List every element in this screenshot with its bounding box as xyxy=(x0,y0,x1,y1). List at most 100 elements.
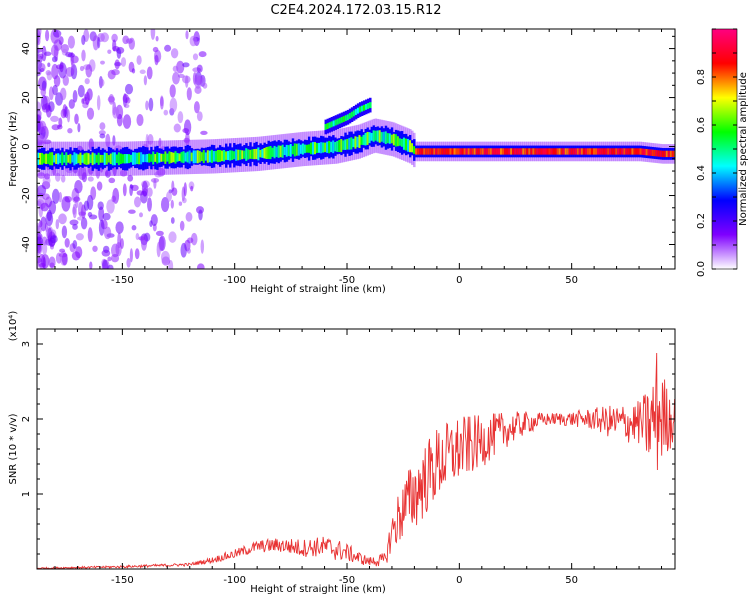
band-core xyxy=(291,145,295,155)
noise-speck xyxy=(128,209,136,214)
band-core xyxy=(220,150,224,162)
top-ytick-label: 40 xyxy=(21,42,32,55)
noise-speck xyxy=(112,106,120,119)
band-core xyxy=(174,151,177,164)
band-core xyxy=(651,149,655,157)
band-core xyxy=(576,148,580,155)
band-core xyxy=(239,149,242,160)
band-core xyxy=(295,143,299,156)
band-core xyxy=(326,141,329,153)
band-core xyxy=(218,149,222,162)
band-core xyxy=(584,148,588,155)
noise-speck xyxy=(55,219,60,230)
noise-speck xyxy=(106,199,115,214)
noise-speck xyxy=(160,250,170,264)
band-core xyxy=(51,152,54,166)
band-core xyxy=(429,148,432,155)
noise-speck xyxy=(58,213,67,225)
branch-core xyxy=(358,106,362,113)
branch-core xyxy=(338,117,342,124)
noise-speck xyxy=(98,219,105,236)
band-core xyxy=(338,139,341,153)
band-core xyxy=(263,148,266,159)
band-core xyxy=(293,143,297,157)
band-core xyxy=(641,148,645,155)
band-core xyxy=(546,148,550,155)
band-core xyxy=(352,138,355,148)
band-core xyxy=(532,148,535,155)
noise-speck xyxy=(164,44,172,52)
band-core xyxy=(318,142,321,153)
noise-speck xyxy=(166,191,172,202)
band-core xyxy=(146,154,149,163)
top-xtick-label: -150 xyxy=(111,275,134,286)
band-core xyxy=(233,151,236,160)
band-core xyxy=(97,152,101,165)
branch-core xyxy=(324,124,328,130)
noise-speck xyxy=(104,169,111,178)
band-core xyxy=(113,152,117,166)
noise-speck xyxy=(122,94,129,103)
noise-speck xyxy=(150,29,156,40)
band-core xyxy=(362,134,366,146)
band-core xyxy=(384,131,388,145)
band-core xyxy=(99,154,103,163)
noise-speck xyxy=(122,183,127,197)
band-core xyxy=(643,148,647,156)
band-core xyxy=(194,150,198,164)
band-core xyxy=(590,148,594,155)
band-core xyxy=(540,148,543,155)
band-core xyxy=(451,148,454,155)
band-core xyxy=(330,141,333,153)
band-core xyxy=(115,154,119,164)
band-core xyxy=(554,148,558,155)
bottom-ytick-label: 1 xyxy=(21,491,32,497)
noise-speck xyxy=(97,36,101,49)
band-core xyxy=(647,149,651,156)
band-core xyxy=(483,148,487,155)
band-core xyxy=(125,154,129,164)
branch-core xyxy=(332,120,336,127)
band-core xyxy=(520,148,523,155)
band-core xyxy=(87,153,91,165)
band-core xyxy=(631,148,634,155)
noise-speck xyxy=(110,254,120,263)
noise-speck xyxy=(172,71,180,85)
noise-speck xyxy=(196,206,204,214)
noise-speck xyxy=(181,197,187,204)
noise-speck xyxy=(189,35,198,47)
band-core xyxy=(301,143,305,155)
band-core xyxy=(611,148,614,155)
band-core xyxy=(53,155,56,163)
band-core xyxy=(582,148,586,155)
band-core xyxy=(184,152,188,162)
band-core xyxy=(449,148,452,155)
noise-speck xyxy=(160,96,164,110)
noise-speck xyxy=(74,113,79,125)
band-core xyxy=(138,152,141,165)
noise-speck xyxy=(139,212,143,218)
band-core xyxy=(402,137,406,150)
band-core xyxy=(180,151,184,163)
noise-speck xyxy=(43,51,52,57)
band-core xyxy=(287,145,291,157)
band-core xyxy=(568,148,572,155)
band-core xyxy=(166,153,169,162)
band-core xyxy=(188,150,192,164)
noise-speck xyxy=(55,172,61,182)
noise-speck xyxy=(58,117,63,128)
noise-speck xyxy=(185,212,193,222)
band-core xyxy=(85,152,89,166)
branch-core xyxy=(334,119,338,126)
band-core xyxy=(356,136,359,148)
band-core xyxy=(265,146,268,159)
noise-speck xyxy=(47,62,51,68)
band-core xyxy=(625,148,628,155)
band-core xyxy=(508,148,511,155)
bottom-xtick-label: 50 xyxy=(565,575,578,586)
band-core xyxy=(516,148,519,155)
band-core xyxy=(63,154,66,163)
noise-speck xyxy=(85,64,93,78)
band-core xyxy=(245,148,248,161)
band-core xyxy=(340,139,343,153)
